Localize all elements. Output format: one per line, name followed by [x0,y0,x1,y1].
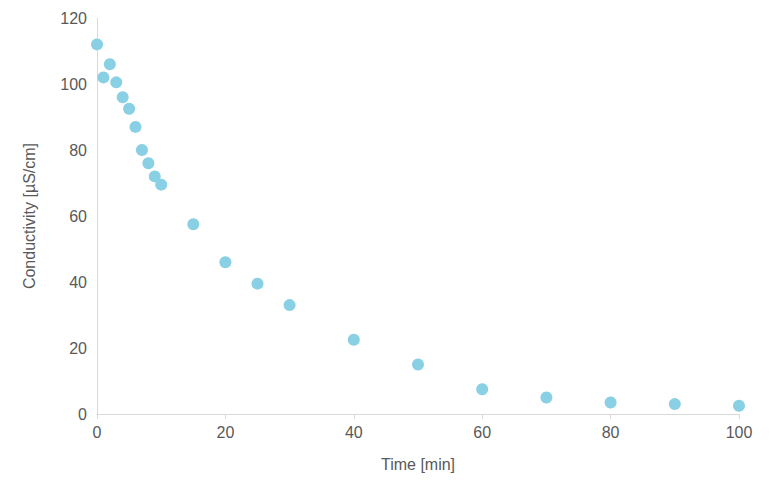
svg-text:40: 40 [69,274,87,291]
svg-text:80: 80 [602,424,620,441]
svg-text:Time [min]: Time [min] [381,456,455,473]
svg-text:Conductivity [µS/cm]: Conductivity [µS/cm] [21,143,38,289]
svg-text:0: 0 [78,406,87,423]
svg-text:120: 120 [60,10,87,27]
svg-text:100: 100 [60,76,87,93]
svg-text:20: 20 [69,340,87,357]
svg-text:60: 60 [473,424,491,441]
svg-text:0: 0 [93,424,102,441]
svg-text:80: 80 [69,142,87,159]
svg-text:40: 40 [345,424,363,441]
svg-text:100: 100 [726,424,753,441]
svg-text:20: 20 [217,424,235,441]
svg-text:60: 60 [69,208,87,225]
